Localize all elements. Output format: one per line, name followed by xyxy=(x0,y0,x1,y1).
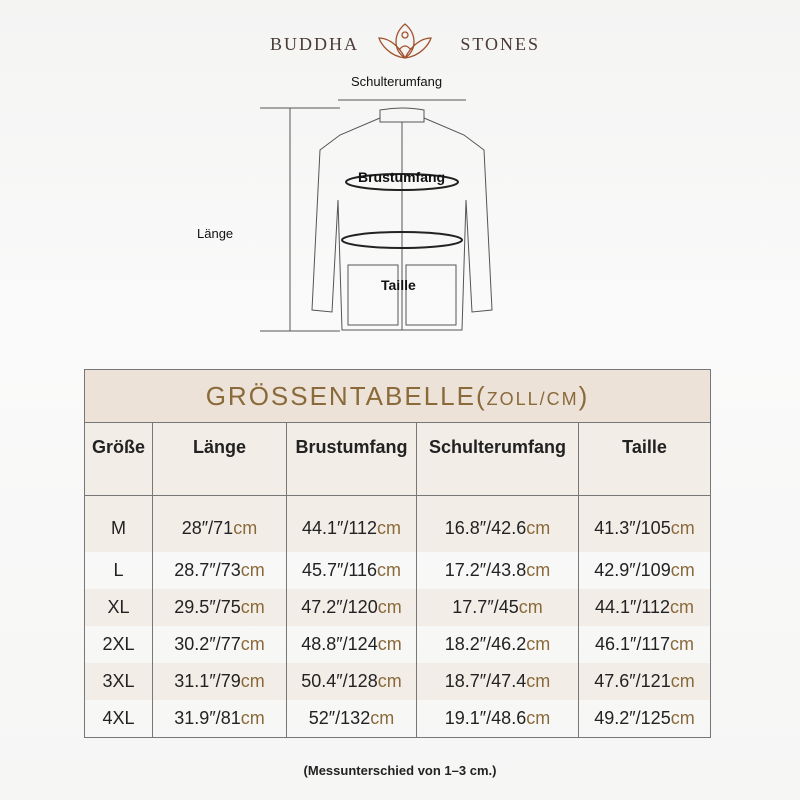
measurement-cell: 50.4″/128cm xyxy=(286,663,417,700)
header-size: Größe xyxy=(84,422,153,496)
measurement-cell: 48.8″/124cm xyxy=(286,626,417,663)
measurement-cell: 49.2″/125cm xyxy=(578,700,711,738)
measurement-cell: 17.7″/45cm xyxy=(416,589,579,626)
measurement-cell: 28.7″/73cm xyxy=(152,552,287,589)
measurement-cell: 42.9″/109cm xyxy=(578,552,711,589)
measurement-cell: 29.5″/75cm xyxy=(152,589,287,626)
table-row: M 28″/71cm 44.1″/112cm 16.8″/42.6cm 41.3″/10… xyxy=(84,495,711,552)
header-waist: Taille xyxy=(578,422,711,496)
measurement-cell: 16.8″/42.6cm xyxy=(416,495,579,552)
table-row: XL 29.5″/75cm 47.2″/120cm 17.7″/45cm 44.1″/1… xyxy=(84,589,711,626)
measurement-cell: 31.1″/79cm xyxy=(152,663,287,700)
size-cell: M xyxy=(84,495,153,552)
measurement-cell: 19.1″/48.6cm xyxy=(416,700,579,738)
table-row: 4XL 31.9″/81cm 52″/132cm 19.1″/48.6cm 49.2″/… xyxy=(84,700,711,738)
table-row: 3XL 31.1″/79cm 50.4″/128cm 18.7″/47.4cm 47.6… xyxy=(84,663,711,700)
header-chest: Brustumfang xyxy=(286,422,417,496)
measurement-cell: 18.2″/46.2cm xyxy=(416,626,579,663)
measurement-cell: 52″/132cm xyxy=(286,700,417,738)
measurement-cell: 30.2″/77cm xyxy=(152,626,287,663)
header-length: Länge xyxy=(152,422,287,496)
measurement-cell: 41.3″/105cm xyxy=(578,495,711,552)
measurement-cell: 44.1″/112cm xyxy=(286,495,417,552)
measurement-cell: 17.2″/43.8cm xyxy=(416,552,579,589)
measurement-cell: 47.6″/121cm xyxy=(578,663,711,700)
measurement-cell: 47.2″/120cm xyxy=(286,589,417,626)
shoulder-label: Schulterumfang xyxy=(351,74,443,89)
measurement-cell: 28″/71cm xyxy=(152,495,287,552)
length-label: Länge xyxy=(197,226,234,241)
table-row: 2XL 30.2″/77cm 48.8″/124cm 18.2″/46.2cm 46.1… xyxy=(84,626,711,663)
size-cell: L xyxy=(84,552,153,589)
chest-label: Brustumfang xyxy=(358,169,446,185)
measurement-cell: 31.9″/81cm xyxy=(152,700,287,738)
size-chart-table: GRÖSSENTABELLE(ZOLL/CM) Größe Länge Brus… xyxy=(84,369,711,738)
jacket-diagram xyxy=(260,99,493,332)
brand-logo: BUDDHA STONES xyxy=(270,23,540,59)
measurement-cell: 18.7″/47.4cm xyxy=(416,663,579,700)
table-row: L 28.7″/73cm 45.7″/116cm 17.2″/43.8cm 42.9″/… xyxy=(84,552,711,589)
size-cell: 3XL xyxy=(84,663,153,700)
lotus-icon xyxy=(378,23,432,59)
size-cell: XL xyxy=(84,589,153,626)
size-cell: 2XL xyxy=(84,626,153,663)
table-title: GRÖSSENTABELLE(ZOLL/CM) xyxy=(84,369,711,423)
brand-right: STONES xyxy=(460,34,540,54)
measurement-cell: 46.1″/117cm xyxy=(578,626,711,663)
header-shoulder: Schulterumfang xyxy=(416,422,579,496)
header-row: Größe Länge Brustumfang Schulterumfang T… xyxy=(84,422,711,496)
measurement-cell: 44.1″/112cm xyxy=(578,589,711,626)
measurement-note: (Messunterschied von 1–3 cm.) xyxy=(303,763,497,778)
waist-label: Taille xyxy=(381,277,416,293)
measurement-cell: 45.7″/116cm xyxy=(286,552,417,589)
size-cell: 4XL xyxy=(84,700,153,738)
brand-left: BUDDHA xyxy=(270,34,360,54)
